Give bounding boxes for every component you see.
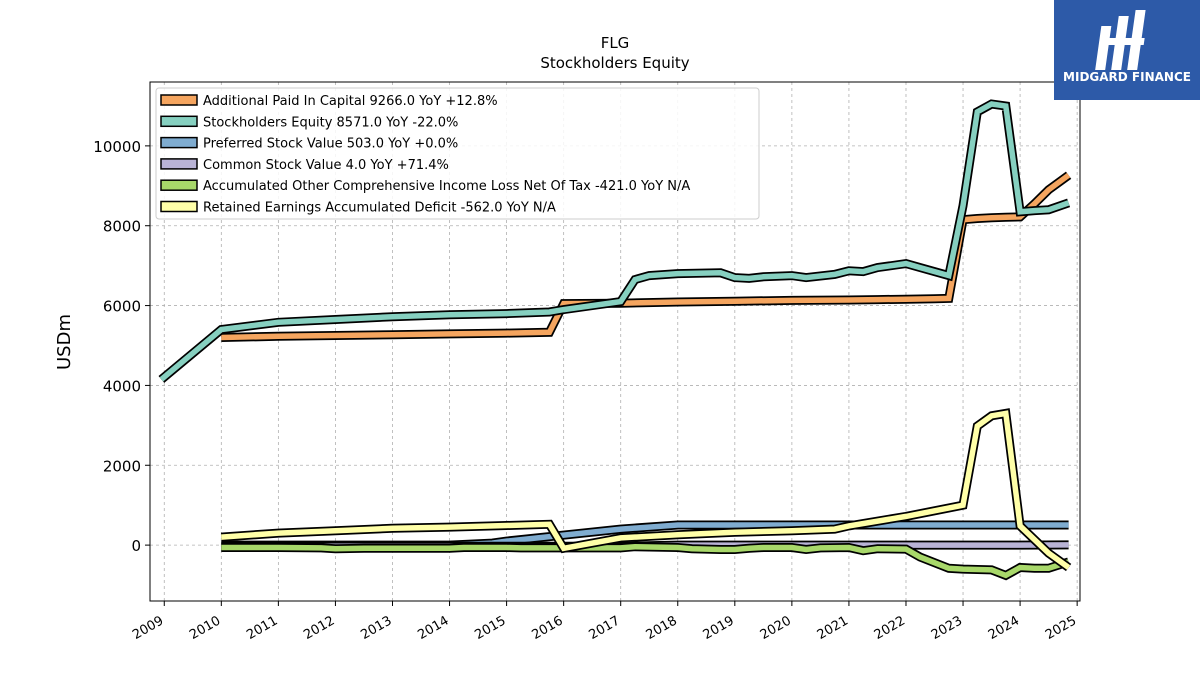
logo-mark-icon <box>1094 10 1146 70</box>
x-tick-label: 2020 <box>758 613 794 643</box>
y-axis: 0 2000 4000 6000 8000 10000 <box>93 138 150 555</box>
series-line <box>159 101 1070 382</box>
series-line <box>221 410 1071 570</box>
x-tick-label: 2013 <box>358 613 394 643</box>
series-6 <box>220 408 1072 572</box>
series-2 <box>158 99 1071 383</box>
series-5 <box>221 542 1070 581</box>
brand-name: MIDGARD FINANCE <box>1063 70 1191 84</box>
y-tick-label: 0 <box>131 537 141 555</box>
chart-subtitle: Stockholders Equity <box>540 54 689 72</box>
x-tick-label: 2021 <box>815 613 851 643</box>
x-tick-label: 2012 <box>301 613 337 643</box>
x-tick-label: 2009 <box>130 613 166 643</box>
y-tick-label: 10000 <box>93 138 141 156</box>
y-tick-label: 6000 <box>103 298 141 316</box>
series-1 <box>221 171 1072 342</box>
x-tick-label: 2014 <box>415 613 451 643</box>
legend-frame <box>155 87 760 220</box>
legend: Additional Paid In Capital 9266.0 YoY +1… <box>155 87 760 220</box>
legend-swatch <box>160 136 198 149</box>
x-tick-label: 2018 <box>644 613 680 643</box>
y-axis-label: USDm <box>54 314 75 370</box>
x-tick-label: 2022 <box>872 613 908 643</box>
x-tick-label: 2019 <box>701 613 737 643</box>
legend-swatch <box>160 200 198 213</box>
legend-label: Accumulated Other Comprehensive Income L… <box>203 179 690 194</box>
y-tick-label: 2000 <box>103 457 141 475</box>
series-line <box>221 172 1071 341</box>
x-axis: 2009 2010 2011 2012 2013 2014 2015 2016 2017 2018… <box>130 601 1079 643</box>
plot-frame <box>149 81 1081 602</box>
y-tick-label: 8000 <box>103 218 141 236</box>
x-tick-label: 2015 <box>472 613 508 643</box>
y-tick-label: 4000 <box>103 377 141 395</box>
chart-title: FLG <box>601 34 630 52</box>
legend-swatch <box>160 94 198 106</box>
x-tick-label: 2025 <box>1043 613 1079 643</box>
legend-swatch <box>160 158 198 170</box>
legend-label: Stockholders Equity 8571.0 YoY -22.0% <box>203 115 458 130</box>
legend-label: Preferred Stock Value 503.0 YoY +0.0% <box>203 137 458 152</box>
x-tick-label: 2016 <box>529 613 565 643</box>
legend-label: Retained Earnings Accumulated Deficit -5… <box>203 201 556 216</box>
legend-swatch <box>160 179 198 191</box>
series-line <box>221 543 1070 579</box>
x-tick-label: 2023 <box>929 613 965 643</box>
x-tick-label: 2017 <box>587 613 623 643</box>
x-tick-label: 2010 <box>187 613 223 643</box>
brand-logo: MIDGARD FINANCE <box>1054 0 1200 100</box>
legend-swatch <box>160 115 198 128</box>
legend-label: Additional Paid In Capital 9266.0 YoY +1… <box>203 94 498 109</box>
series-layer <box>158 99 1072 581</box>
x-tick-label: 2024 <box>986 613 1022 643</box>
legend-label: Common Stock Value 4.0 YoY +71.4% <box>203 158 449 173</box>
x-tick-label: 2011 <box>244 613 280 643</box>
